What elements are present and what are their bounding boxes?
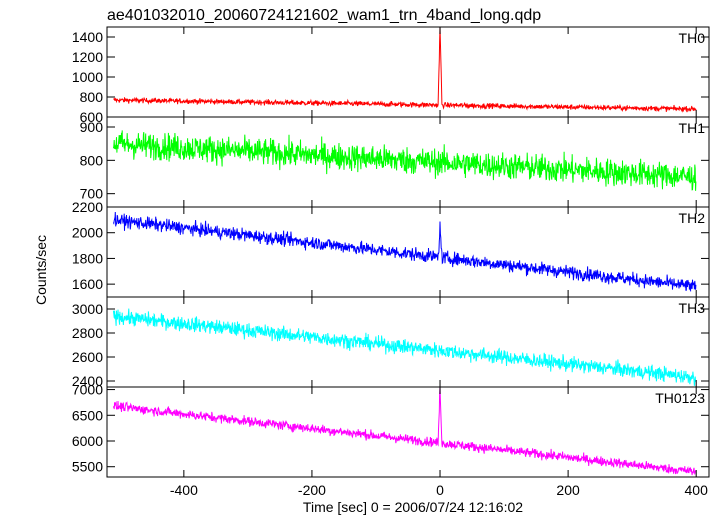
y-tick-label: 6000 (72, 433, 103, 449)
panel-th3: 2400 2600 2800 3000 TH3 (72, 296, 710, 389)
panel-frame (106, 386, 710, 478)
y-tick-label: 2200 (72, 199, 103, 215)
y-tick-label: 5500 (72, 459, 103, 475)
y-tick-label: 2000 (72, 225, 103, 241)
panel-label: TH0 (679, 30, 706, 46)
panel-th2: 1600 1800 2000 2200 TH2 (72, 199, 710, 298)
y-tick-label: 3000 (72, 301, 103, 317)
chart-title: ae401032010_20060724121602_wam1_trn_4ban… (107, 7, 541, 24)
panel-label: TH1 (679, 120, 706, 136)
panel-th0: 600 800 1000 1200 1400 TH0 (72, 26, 710, 125)
y-tick-label: 2600 (72, 349, 103, 365)
y-tick-label: 800 (80, 152, 104, 168)
x-tick-label: 400 (685, 482, 709, 498)
y-tick-label: 1200 (72, 49, 103, 65)
y-axis-label: Counts/sec (33, 235, 49, 305)
panel-label: TH2 (679, 210, 706, 226)
y-tick-label: 900 (80, 119, 104, 135)
x-tick-label: -400 (170, 482, 198, 498)
series-line-th0 (113, 26, 697, 113)
y-tick-label: 2800 (72, 325, 103, 341)
series-line-th2 (112, 211, 697, 293)
panel-label: TH3 (679, 300, 706, 316)
series-line-th3 (112, 308, 697, 386)
panels: 600 800 1000 1200 1400 TH0 700 800 900 TH1 1600 180… (72, 26, 710, 498)
x-tick-label: 200 (556, 482, 580, 498)
series-line-th0123 (112, 386, 697, 476)
x-axis-label: Time [sec] 0 = 2006/07/24 12:16:02 (303, 499, 523, 515)
y-tick-label: 800 (80, 89, 104, 105)
panel-label: TH0123 (655, 390, 705, 406)
panel-th0123: 5500 6000 6500 7000 TH0123 (72, 382, 710, 478)
y-tick-label: 600 (80, 109, 104, 125)
x-tick-label: -200 (298, 482, 326, 498)
y-tick-label: 7000 (72, 382, 103, 398)
series-line-th1 (112, 130, 697, 191)
y-tick-label: 6500 (72, 407, 103, 423)
y-tick-label: 700 (80, 186, 104, 202)
panel-th1: 700 800 900 TH1 (80, 116, 710, 208)
y-tick-label: 1000 (72, 69, 103, 85)
x-tick-label: 0 (436, 482, 444, 498)
y-tick-label: 1400 (72, 29, 103, 45)
y-tick-label: 1800 (72, 250, 103, 266)
y-tick-label: 2400 (72, 373, 103, 389)
y-tick-label: 1600 (72, 276, 103, 292)
